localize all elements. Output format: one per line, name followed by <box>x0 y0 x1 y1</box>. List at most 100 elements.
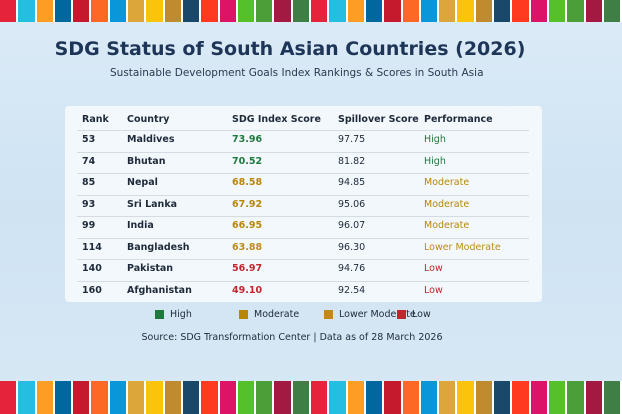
rank: 114 <box>82 241 102 253</box>
legend-label: Low <box>412 309 431 320</box>
performance: High <box>424 134 446 145</box>
column-header: Performance <box>424 114 493 125</box>
legend-label: Moderate <box>254 309 300 320</box>
stripe <box>36 0 55 22</box>
rank: 53 <box>82 134 96 145</box>
legend-label: High <box>170 309 192 320</box>
stripe <box>91 381 110 414</box>
stripe <box>530 0 549 22</box>
stripe <box>384 0 403 22</box>
spillover-score: 96.30 <box>338 241 366 253</box>
column-header: SDG Index Score <box>232 114 321 125</box>
country: Maldives <box>127 134 175 145</box>
performance: Lower Moderate <box>424 241 501 253</box>
stripe <box>365 0 385 22</box>
spillover-score: 92.54 <box>338 284 366 296</box>
legend-item: Low <box>397 309 431 320</box>
sdg-score: 56.97 <box>232 263 263 274</box>
rank: 93 <box>82 198 96 210</box>
stripe <box>311 381 330 414</box>
sdg-score: 73.96 <box>232 134 263 145</box>
sdg-score: 66.95 <box>232 220 263 231</box>
sdg-score: 63.88 <box>232 241 263 253</box>
stripe <box>237 0 257 22</box>
country: Bangladesh <box>127 241 190 253</box>
stripe <box>164 0 183 22</box>
performance: Low <box>424 284 443 296</box>
stripe <box>439 0 458 22</box>
rank: 160 <box>82 284 102 296</box>
column-header: Rank <box>82 114 109 125</box>
stripe <box>219 0 238 22</box>
rank: 74 <box>82 155 96 167</box>
spillover-score: 95.06 <box>338 198 366 210</box>
country: Bhutan <box>127 155 166 167</box>
stripe <box>274 0 293 22</box>
stripe <box>548 381 568 414</box>
column-header: Spillover Score <box>338 114 419 125</box>
stripe <box>36 381 55 414</box>
stripe <box>109 381 129 414</box>
rank: 85 <box>82 177 96 188</box>
stripe <box>585 381 604 414</box>
stripe <box>274 381 293 414</box>
spillover-score: 96.07 <box>338 220 366 231</box>
row-divider <box>77 173 529 174</box>
stripe <box>201 381 220 414</box>
stripe <box>457 381 476 414</box>
legend-item: High <box>155 309 192 320</box>
top-stripes <box>0 0 622 22</box>
stripe <box>567 381 586 414</box>
stripe <box>54 0 74 22</box>
stripe <box>146 381 165 414</box>
country: India <box>127 220 154 231</box>
stripe <box>18 381 37 414</box>
stripe <box>256 0 275 22</box>
stripe <box>603 0 622 22</box>
row-divider <box>77 280 529 282</box>
spillover-score: 97.75 <box>338 134 366 145</box>
stripe <box>402 381 421 414</box>
stripe <box>494 381 513 414</box>
stripe <box>365 381 385 414</box>
stripe <box>109 0 129 22</box>
spillover-score: 81.82 <box>338 155 366 167</box>
stripe <box>256 381 275 414</box>
stripe <box>347 0 366 22</box>
stripe <box>73 381 92 414</box>
stripe <box>420 381 440 414</box>
country: Sri Lanka <box>127 198 178 210</box>
title: SDG Status of South Asian Countries (202… <box>54 38 526 60</box>
row-divider <box>77 237 529 239</box>
performance: Moderate <box>424 198 470 210</box>
country: Nepal <box>127 177 158 188</box>
stripe <box>18 0 37 22</box>
stripe <box>292 0 312 22</box>
sdg-score: 67.92 <box>232 198 263 210</box>
table: Rank Country SDG Index Score Spillover Scor… <box>65 106 542 302</box>
legend-swatch <box>397 310 406 319</box>
stripe <box>475 381 495 414</box>
stripe <box>457 0 476 22</box>
row-divider <box>77 216 529 217</box>
stripe <box>512 0 531 22</box>
stripe <box>164 381 183 414</box>
stripe <box>182 381 202 414</box>
stripe <box>128 0 147 22</box>
subtitle: Sustainable Development Goals Index Rank… <box>110 67 484 79</box>
stripe <box>73 0 92 22</box>
legend-swatch <box>324 310 333 319</box>
country: Pakistan <box>127 263 174 274</box>
legend-label: Lower Moderate <box>339 309 416 320</box>
stripe <box>329 381 348 414</box>
legend-item: Moderate <box>239 309 299 320</box>
stripe <box>292 381 312 414</box>
spillover-score: 94.85 <box>338 177 366 188</box>
stripe <box>347 381 366 414</box>
stripe <box>311 0 330 22</box>
performance: Low <box>424 263 443 274</box>
rank: 140 <box>82 263 102 274</box>
stripe <box>219 381 238 414</box>
stripe <box>0 381 19 414</box>
